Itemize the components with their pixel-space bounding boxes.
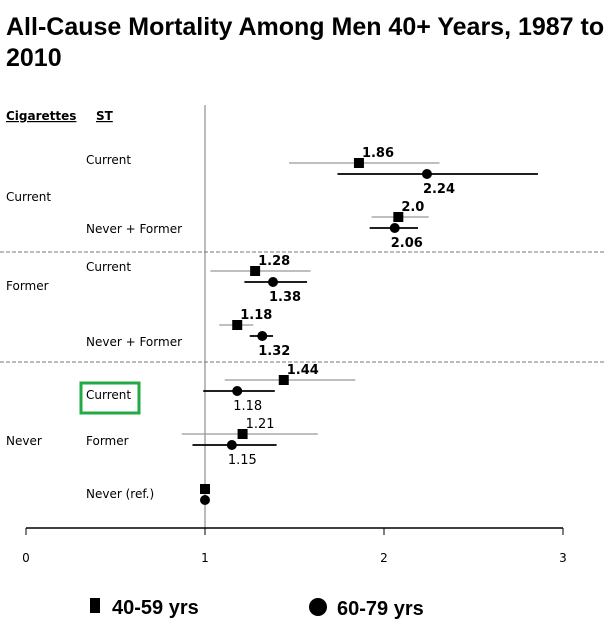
row-label: Current	[86, 153, 131, 167]
row-label: Current	[86, 388, 131, 402]
point-60-79	[232, 386, 243, 396]
legend-square-icon	[90, 598, 100, 613]
data-label: 1.21	[246, 417, 275, 432]
legend-label-40-59: 40-59 yrs	[112, 597, 199, 619]
point-40-59	[237, 429, 248, 439]
row-label: Current	[86, 260, 131, 274]
point-60-79	[200, 495, 210, 505]
group-label-current: Current	[6, 190, 51, 204]
x-tick-label: 2	[380, 551, 388, 565]
legend-circle-icon	[309, 598, 327, 616]
x-tick-label: 0	[22, 551, 30, 565]
point-60-79	[257, 331, 268, 341]
x-tick-label: 3	[559, 551, 567, 565]
row-label: Never + Former	[86, 222, 182, 236]
data-label: 1.18	[233, 399, 262, 414]
point-40-59	[200, 484, 210, 494]
column-header-st: ST	[96, 109, 114, 123]
point-60-79	[389, 223, 400, 233]
row-label: Never (ref.)	[86, 487, 154, 501]
data-label: 1.28	[258, 254, 290, 269]
point-60-79	[226, 440, 237, 450]
group-label-former: Former	[6, 279, 49, 293]
point-60-79	[268, 277, 279, 287]
point-40-59	[232, 320, 243, 330]
legend-label-60-79: 60-79 yrs	[337, 598, 424, 620]
data-label: 2.06	[391, 236, 423, 251]
point-60-79	[421, 169, 432, 179]
data-label: 1.38	[269, 290, 301, 305]
point-40-59	[278, 375, 289, 385]
row-label: Never + Former	[86, 335, 182, 349]
point-40-59	[250, 266, 261, 276]
point-40-59	[393, 212, 404, 222]
highlight-box	[79, 381, 141, 415]
data-label: 1.44	[287, 363, 319, 378]
data-label: 1.32	[258, 344, 290, 359]
data-label: 1.15	[228, 453, 257, 468]
data-label: 2.0	[401, 200, 424, 215]
point-40-59	[353, 158, 364, 168]
group-label-never: Never	[6, 434, 42, 448]
x-tick-label: 1	[201, 551, 209, 565]
data-label: 1.18	[240, 308, 272, 323]
row-label: Former	[86, 434, 129, 448]
chart-title: All-Cause Mortality Among Men 40+ Years,…	[6, 13, 605, 72]
data-label: 2.24	[423, 182, 455, 197]
data-label: 1.86	[362, 146, 394, 161]
column-header-cigarettes: Cigarettes	[6, 109, 76, 123]
